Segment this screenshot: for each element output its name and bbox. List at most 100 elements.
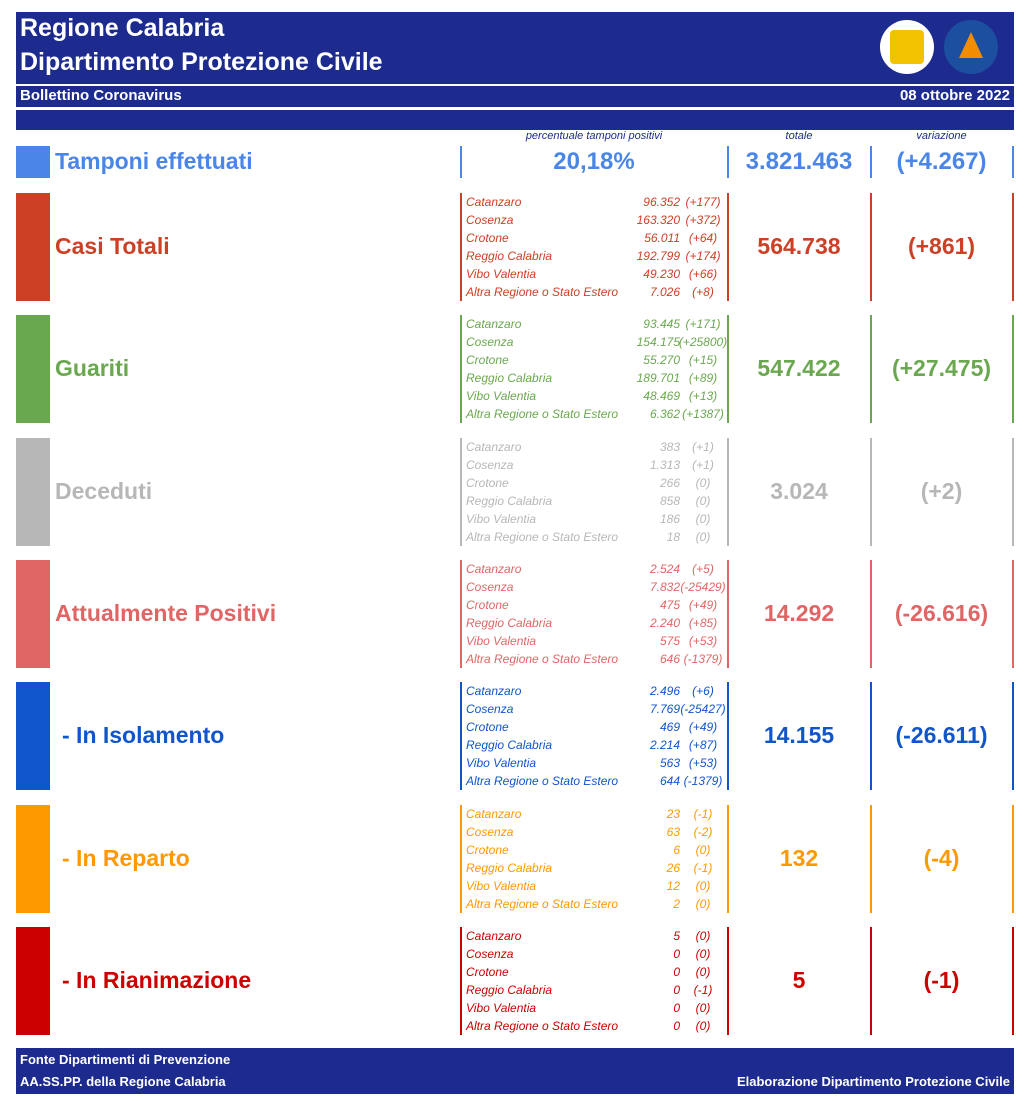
percent: 20,18% (553, 148, 635, 175)
divider (727, 682, 729, 791)
divider (727, 193, 729, 301)
region-name: Cosenza (466, 579, 514, 594)
region-value: 2.240 (649, 615, 680, 630)
region-value: 93.445 (643, 317, 680, 332)
column-header: totale (785, 130, 813, 142)
region-name: Vibo Valentia (466, 633, 537, 648)
region-name: Reggio Calabria (466, 493, 553, 508)
divider (460, 926, 462, 1035)
total: 132 (779, 844, 819, 871)
region-variation: (0) (695, 493, 711, 508)
divider (460, 559, 462, 668)
region-name: Crotone (466, 231, 509, 245)
color-block (16, 315, 50, 424)
row-label: Tamponi effettuati (55, 148, 253, 174)
region-value: 475 (659, 597, 680, 612)
region-variation: (+25800) (678, 335, 728, 350)
region-value: 186 (659, 511, 680, 526)
divider (870, 146, 872, 178)
title: Regione Calabria (20, 14, 225, 42)
region-name: Reggio Calabria (466, 615, 553, 630)
divider (1012, 559, 1014, 668)
region-value: 49.230 (643, 267, 680, 281)
region-name: Altra Regione o Stato Estero (466, 285, 619, 299)
region-name: Vibo Valentia (466, 267, 537, 281)
region-value: 383 (659, 439, 680, 454)
title: Dipartimento Protezione Civile (20, 48, 383, 76)
divider (727, 315, 729, 424)
footer (16, 1048, 1014, 1094)
divider (460, 437, 462, 546)
region-name: Crotone (466, 964, 509, 979)
region-value: 0 (673, 1018, 680, 1033)
region-variation: (+5) (692, 561, 714, 576)
region-variation: (-2) (693, 824, 713, 839)
region-value: 23 (666, 806, 680, 821)
region-variation: (-1379) (683, 774, 723, 789)
region-value: 63 (666, 824, 680, 839)
total: 14.155 (763, 722, 835, 749)
color-block (16, 682, 50, 791)
region-name: Reggio Calabria (466, 249, 553, 263)
region-variation: (+1387) (682, 407, 724, 422)
region-value: 0 (673, 946, 680, 961)
region-value: 266 (659, 475, 680, 490)
region-variation: (0) (695, 928, 711, 943)
divider (1012, 926, 1014, 1035)
section-label: Attualmente Positivi (55, 599, 277, 626)
region-name: Altra Regione o Stato Estero (466, 529, 619, 544)
divider (727, 559, 729, 668)
column-header: percentuale tamponi positivi (525, 130, 663, 142)
region-name: Crotone (466, 475, 509, 490)
region-value: 5 (673, 928, 680, 943)
logo-triangle (959, 32, 983, 58)
region-variation: (+174) (685, 249, 721, 263)
color-block (16, 193, 50, 301)
total: 5 (792, 966, 806, 993)
region-variation: (+6) (692, 684, 714, 699)
region-name: Crotone (466, 720, 509, 735)
region-value: 469 (659, 720, 680, 735)
region-value: 56.011 (644, 231, 680, 245)
region-variation: (+49) (688, 720, 718, 735)
section-label: Deceduti (55, 477, 153, 504)
region-name: Altra Regione o Stato Estero (466, 651, 619, 666)
divider (1012, 146, 1014, 178)
divider (870, 682, 872, 791)
region-variation: (+15) (688, 353, 718, 368)
total: 3.821.463 (745, 148, 853, 175)
region-value: 154.175 (636, 335, 680, 350)
region-variation: (0) (695, 946, 711, 961)
region-name: Cosenza (466, 702, 514, 717)
section-label: - In Isolamento (62, 722, 225, 749)
region-variation: (-25429) (680, 579, 726, 594)
region-value: 55.270 (643, 353, 680, 368)
region-value: 96.352 (643, 195, 680, 209)
region-name: Vibo Valentia (466, 389, 537, 404)
section-label: - In Rianimazione (62, 966, 252, 993)
divider (1012, 193, 1014, 301)
region-name: Cosenza (466, 457, 514, 472)
region-value: 2 (673, 896, 680, 911)
section-label: Guariti (55, 355, 130, 382)
region-value: 189.701 (636, 371, 680, 386)
region-value: 0 (673, 1000, 680, 1015)
variation: (+861) (907, 233, 976, 259)
region-name: Cosenza (466, 824, 514, 839)
variation: (+27.475) (891, 355, 992, 382)
divider (870, 559, 872, 668)
divider (727, 437, 729, 546)
region-variation: (0) (695, 896, 711, 911)
region-name: Altra Regione o Stato Estero (466, 896, 619, 911)
region-variation: (+49) (688, 597, 718, 612)
region-value: 48.469 (643, 389, 680, 404)
region-value: 0 (673, 964, 680, 979)
total: 564.738 (757, 233, 841, 259)
region-value: 6 (673, 842, 680, 857)
region-value: 12 (666, 878, 680, 893)
logo-shield (890, 30, 924, 64)
variation: (+2) (920, 477, 963, 504)
region-value: 6.362 (649, 407, 680, 422)
header-rule (16, 107, 1014, 110)
